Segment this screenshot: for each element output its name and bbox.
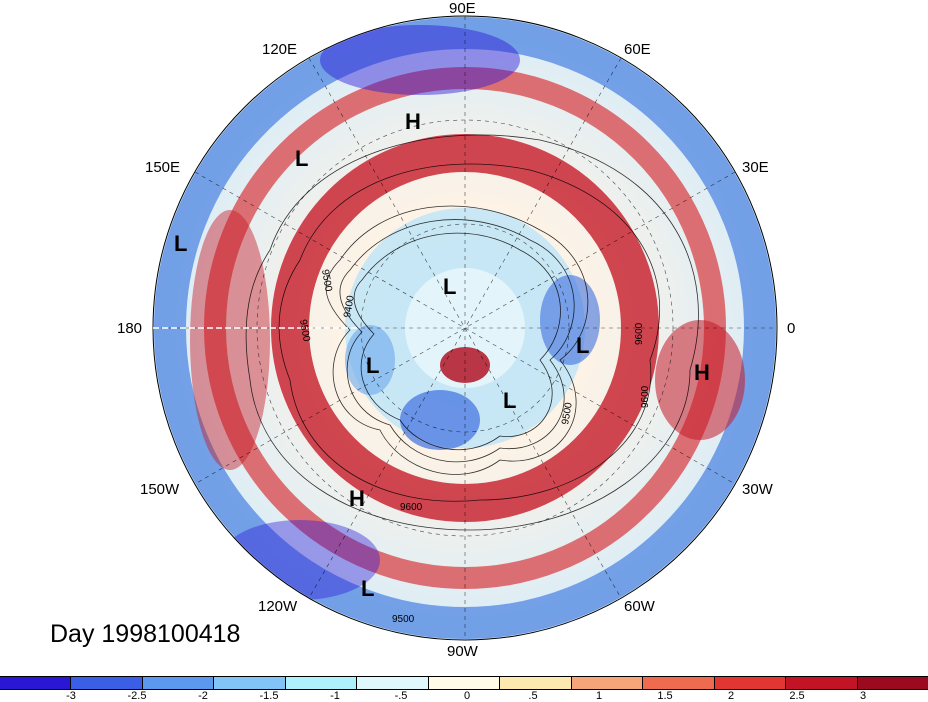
lon-label-120w: 120W bbox=[258, 598, 298, 615]
colorbar-tick-label: 1.5 bbox=[657, 690, 673, 702]
contour-label: 9500 bbox=[297, 319, 312, 343]
low-pressure-marker: L bbox=[174, 231, 188, 256]
colorbar-tick-label: 0 bbox=[463, 690, 471, 702]
lon-label-90e: 90E bbox=[449, 0, 476, 17]
contour-label: 9400 bbox=[342, 294, 357, 318]
lon-label-30w: 30W bbox=[742, 481, 773, 498]
lon-label-0: 0 bbox=[787, 320, 796, 337]
low-pressure-marker: L bbox=[576, 333, 590, 358]
colorbar-tick-label: 1 bbox=[595, 690, 603, 702]
colorbar-tick-label: -3 bbox=[66, 690, 76, 702]
colorbar bbox=[0, 676, 928, 690]
lon-label-180: 180 bbox=[117, 320, 143, 337]
colorbar-tick-label: 2.5 bbox=[789, 690, 805, 702]
high-pressure-marker: H bbox=[694, 360, 710, 385]
colorbar-tick-label: -1.5 bbox=[259, 690, 279, 702]
lon-label-30e: 30E bbox=[742, 159, 769, 176]
colorbar-swatch bbox=[571, 677, 644, 689]
colorbar-tick-label: -2.5 bbox=[127, 690, 147, 702]
contour-label: 9500 bbox=[319, 269, 334, 293]
colorbar-swatch bbox=[357, 677, 429, 689]
lon-label-120e: 120E bbox=[262, 41, 298, 58]
lon-label-90w: 90W bbox=[447, 643, 478, 660]
colorbar-tick-label: -.5 bbox=[394, 690, 408, 702]
colorbar-tick-label: 2 bbox=[727, 690, 735, 702]
colorbar-swatch bbox=[428, 677, 501, 689]
colorbar-tick-label: .5 bbox=[528, 690, 538, 702]
page-title: Day 1998100418 bbox=[50, 620, 241, 648]
lon-label-60w: 60W bbox=[624, 598, 655, 615]
contour-label: 9500 bbox=[392, 614, 415, 625]
low-pressure-marker: L bbox=[366, 353, 380, 378]
colorbar-swatch bbox=[142, 677, 215, 689]
high-pressure-marker: H bbox=[349, 486, 365, 511]
colorbar-swatch bbox=[0, 677, 72, 689]
low-pressure-marker: L bbox=[443, 274, 457, 299]
contour-label: 9500 bbox=[560, 401, 575, 425]
low-pressure-marker: L bbox=[295, 146, 309, 171]
lon-label-150e: 150E bbox=[145, 159, 181, 176]
map-field bbox=[153, 16, 777, 640]
colorbar-swatch bbox=[214, 677, 286, 689]
colorbar-tick-label: -1 bbox=[330, 690, 340, 702]
colorbar-swatch bbox=[285, 677, 358, 689]
lon-label-150w: 150W bbox=[140, 481, 180, 498]
contour-label: 9600 bbox=[400, 502, 423, 513]
high-pressure-marker: H bbox=[405, 109, 421, 134]
colorbar-swatch bbox=[71, 677, 143, 689]
colorbar-swatch bbox=[714, 677, 787, 689]
colorbar-tick-label: 3 bbox=[859, 690, 867, 702]
colorbar-tick-label: -2 bbox=[198, 690, 208, 702]
contour-label: 9600 bbox=[634, 322, 645, 345]
colorbar-swatch bbox=[643, 677, 715, 689]
colorbar-swatch bbox=[786, 677, 858, 689]
contour-label: 9600 bbox=[640, 385, 651, 408]
low-pressure-marker: L bbox=[361, 576, 375, 601]
low-pressure-marker: L bbox=[503, 388, 517, 413]
colorbar-swatch bbox=[857, 677, 928, 689]
lon-label-60e: 60E bbox=[624, 41, 651, 58]
colorbar-swatch bbox=[500, 677, 572, 689]
